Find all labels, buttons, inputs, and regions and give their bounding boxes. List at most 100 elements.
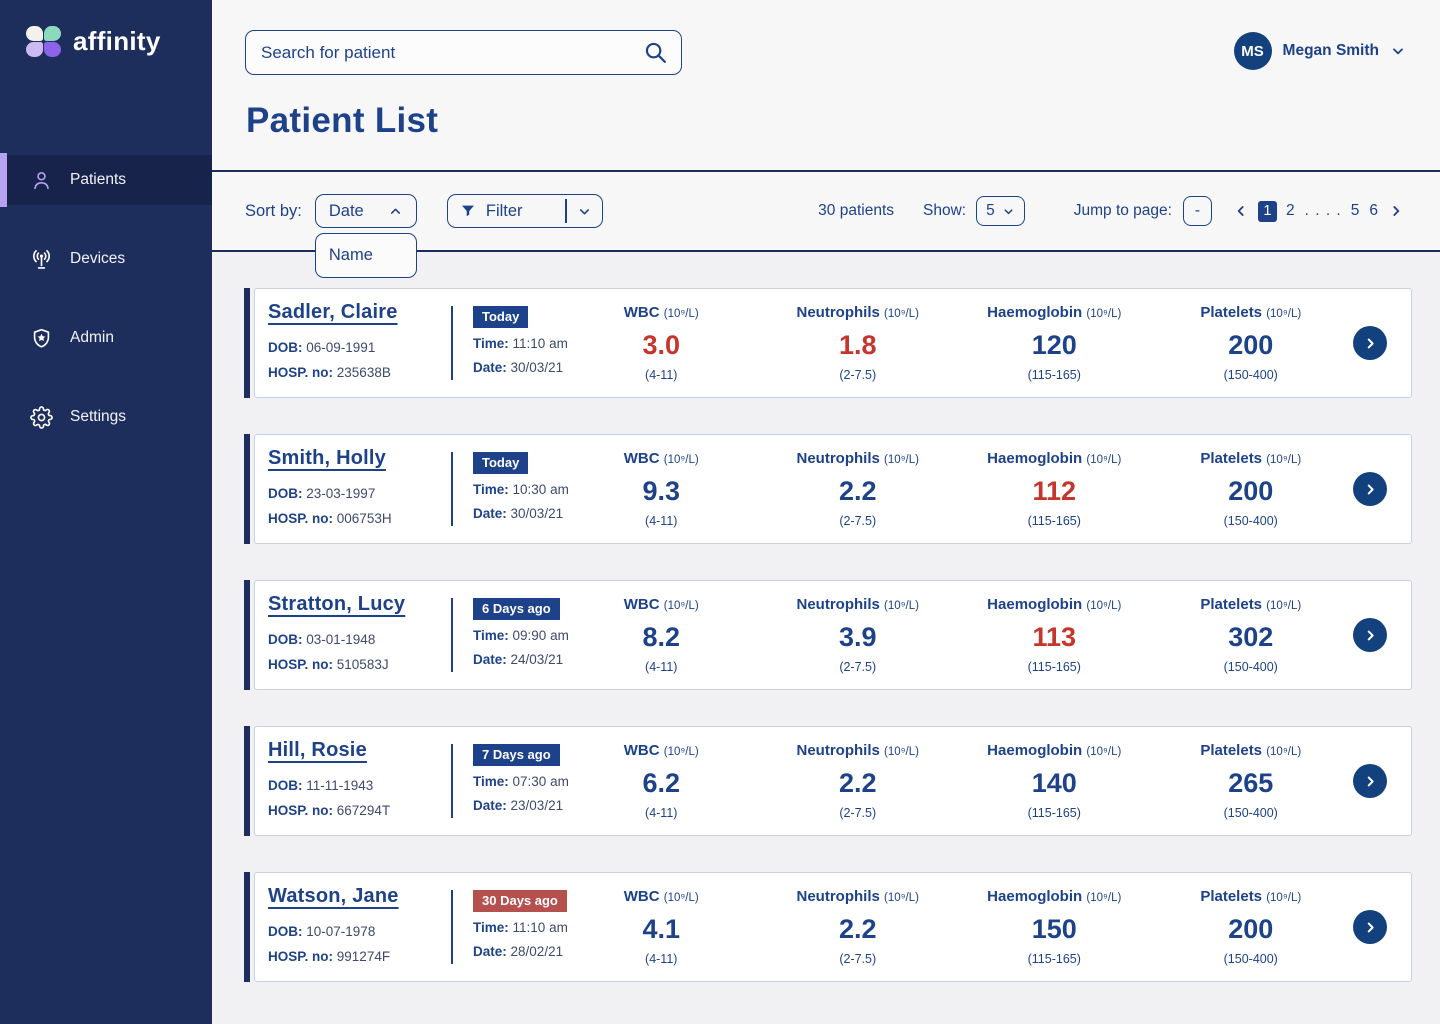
result-wbc: WBC (10⁹/L) 6.2 (4-11) xyxy=(563,742,760,820)
page-number-current[interactable]: 1 xyxy=(1257,200,1277,222)
result-range: (2-7.5) xyxy=(839,368,877,382)
result-value: 200 xyxy=(1228,330,1274,360)
visit-time: Time: 09:90 am xyxy=(473,627,569,643)
page-number[interactable]: 6 xyxy=(1369,202,1379,219)
visit-date: Date: 23/03/21 xyxy=(473,798,564,813)
visit-info: 6 Days ago Time: 09:90 am Date: 24/03/21 xyxy=(453,597,569,673)
sidebar-item-patients[interactable]: Patients xyxy=(0,153,212,207)
recency-badge: Today xyxy=(473,451,529,474)
result-value: 9.3 xyxy=(642,476,681,506)
result-range: (4-11) xyxy=(645,368,678,382)
result-range: (2-7.5) xyxy=(839,952,877,966)
result-value: 200 xyxy=(1228,476,1274,506)
card-divider xyxy=(451,306,453,380)
patient-card-body: Smith, Holly DOB: 23-03-1997 HOSP. no: 0… xyxy=(254,434,1412,544)
open-patient-button[interactable] xyxy=(1353,618,1387,652)
brand-logo: affinity xyxy=(0,0,212,62)
sidebar-item-label: Devices xyxy=(70,250,126,267)
result-haemoglobin: Haemoglobin (10⁹/L) 140 (115-165) xyxy=(956,742,1153,820)
show-group: Show: 5 xyxy=(923,196,1025,226)
card-accent-bar xyxy=(244,288,250,398)
chevron-right-icon xyxy=(1367,338,1374,348)
result-platelets: Platelets (10⁹/L) 302 (150-400) xyxy=(1153,596,1350,674)
result-range: (2-7.5) xyxy=(839,660,877,674)
visit-info: 30 Days ago Time: 11:10 am Date: 28/02/2… xyxy=(453,889,568,965)
result-wbc: WBC (10⁹/L) 4.1 (4-11) xyxy=(563,888,760,966)
card-accent-bar xyxy=(244,872,250,982)
result-range: (115-165) xyxy=(1027,806,1081,820)
search-icon[interactable] xyxy=(643,40,668,65)
chevron-right-icon xyxy=(1393,206,1400,216)
patient-card-body: Sadler, Claire DOB: 06-09-1991 HOSP. no:… xyxy=(254,288,1412,398)
brand-name: affinity xyxy=(73,25,161,56)
visit-info: Today Time: 11:10 am Date: 30/03/21 xyxy=(453,305,568,381)
patient-name-link[interactable]: Smith, Holly xyxy=(268,447,386,470)
lab-results: WBC (10⁹/L) 4.1 (4-11) Neutrophils (10⁹/… xyxy=(563,888,1349,966)
patient-name-link[interactable]: Hill, Rosie xyxy=(268,739,367,762)
open-patient-button[interactable] xyxy=(1353,326,1387,360)
filter-separator xyxy=(565,199,567,223)
result-neutrophils: Neutrophils (10⁹/L) 2.2 (2-7.5) xyxy=(760,888,957,966)
patient-list: Sadler, Claire DOB: 06-09-1991 HOSP. no:… xyxy=(212,252,1440,1024)
page-ellipsis: . . . . xyxy=(1304,202,1342,219)
user-menu[interactable]: MS Megan Smith xyxy=(1233,32,1406,70)
main-area: MS Megan Smith Patient List Sort by: Dat… xyxy=(212,0,1440,1024)
patient-name-link[interactable]: Sadler, Claire xyxy=(268,301,398,324)
visit-date: Date: 24/03/21 xyxy=(473,652,564,667)
lab-results: WBC (10⁹/L) 3.0 (4-11) Neutrophils (10⁹/… xyxy=(563,304,1349,382)
chevron-down-icon xyxy=(1004,208,1013,214)
patient-count: 30 patients xyxy=(818,202,895,219)
chevron-right-icon xyxy=(1367,776,1374,786)
result-range: (4-11) xyxy=(645,514,678,528)
sidebar-item-admin[interactable]: Admin xyxy=(0,313,212,363)
page-number[interactable]: 2 xyxy=(1285,202,1296,219)
patient-name-link[interactable]: Stratton, Lucy xyxy=(268,593,406,616)
person-icon xyxy=(34,171,49,189)
open-patient-button[interactable] xyxy=(1353,910,1387,944)
open-patient-button[interactable] xyxy=(1353,472,1387,506)
prev-page-button[interactable] xyxy=(1233,203,1249,219)
patient-info: Smith, Holly DOB: 23-03-1997 HOSP. no: 0… xyxy=(255,447,451,531)
shield-star-icon xyxy=(33,328,50,348)
patient-hosp-no: HOSP. no: 006753H xyxy=(268,510,392,526)
card-divider xyxy=(451,890,453,964)
next-page-button[interactable] xyxy=(1388,203,1404,219)
sort-dropdown-button[interactable]: Date xyxy=(314,194,417,228)
sort-option-name[interactable]: Name xyxy=(314,233,417,278)
list-toolbar: Sort by: Date Name Filter 30 patients xyxy=(212,172,1440,278)
card-accent-bar xyxy=(244,580,250,690)
patient-card: Stratton, Lucy DOB: 03-01-1948 HOSP. no:… xyxy=(244,580,1412,690)
result-value: 265 xyxy=(1228,768,1274,798)
sidebar-item-devices[interactable]: Devices xyxy=(0,234,212,284)
chevron-right-icon xyxy=(1367,484,1374,494)
recency-badge: 6 Days ago xyxy=(473,597,560,620)
open-patient-button[interactable] xyxy=(1353,764,1387,798)
sidebar-item-settings[interactable]: Settings xyxy=(0,392,212,442)
result-wbc: WBC (10⁹/L) 8.2 (4-11) xyxy=(563,596,760,674)
result-range: (150-400) xyxy=(1223,514,1278,528)
page-header: MS Megan Smith Patient List xyxy=(212,0,1440,172)
sidebar-item-label: Admin xyxy=(70,329,114,346)
show-per-page-select[interactable]: 5 xyxy=(976,196,1025,226)
result-haemoglobin: Haemoglobin (10⁹/L) 120 (115-165) xyxy=(956,304,1153,382)
search-input[interactable] xyxy=(245,30,682,75)
page-number[interactable]: 5 xyxy=(1350,202,1361,219)
pagination: 1 2 . . . . 5 6 xyxy=(1233,200,1404,222)
result-value: 140 xyxy=(1031,768,1077,798)
patient-info: Sadler, Claire DOB: 06-09-1991 HOSP. no:… xyxy=(255,301,451,385)
sidebar-nav: Patients Devices Admin xyxy=(0,153,212,442)
patient-name-link[interactable]: Watson, Jane xyxy=(268,885,399,908)
patient-hosp-no: HOSP. no: 991274F xyxy=(268,948,391,964)
result-value: 2.2 xyxy=(838,476,877,506)
patient-card-body: Stratton, Lucy DOB: 03-01-1948 HOSP. no:… xyxy=(254,580,1412,690)
funnel-icon xyxy=(461,205,474,217)
card-divider xyxy=(451,744,453,818)
result-value: 113 xyxy=(1032,622,1077,652)
filter-button[interactable]: Filter xyxy=(446,194,603,228)
jump-to-page-input[interactable]: - xyxy=(1182,196,1212,226)
card-divider xyxy=(451,452,453,526)
page-title: Patient List xyxy=(246,101,439,140)
sidebar-item-label: Patients xyxy=(70,171,127,188)
patient-hosp-no: HOSP. no: 235638B xyxy=(268,364,391,380)
patient-dob: DOB: 06-09-1991 xyxy=(268,340,376,356)
